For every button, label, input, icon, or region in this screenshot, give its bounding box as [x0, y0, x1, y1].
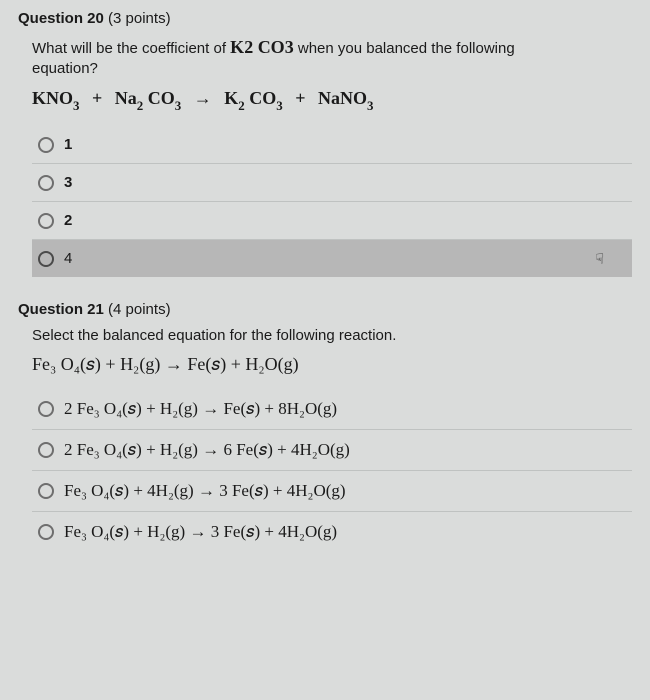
- question-20-options: 1 3 2 4 ☟: [32, 126, 632, 277]
- question-21-header: Question 21 (4 points): [18, 301, 632, 318]
- option-label: Fe₃ O₄(𝑠) + H₂(g) → 3 Fe(𝑠) + 4H₂O(g): [64, 522, 337, 542]
- option-b[interactable]: 2 Fe₃ O₄(𝑠) + H₂(g) → 6 Fe(𝑠) + 4H₂O(g): [32, 430, 632, 471]
- option-4[interactable]: 4 ☟: [32, 240, 632, 277]
- question-21-number: Question 21: [18, 301, 108, 318]
- option-label: 2: [64, 212, 72, 229]
- question-21: Question 21 (4 points) Select the balanc…: [18, 301, 632, 552]
- question-21-prompt: Select the balanced equation for the fol…: [32, 326, 632, 346]
- option-d[interactable]: Fe₃ O₄(𝑠) + H₂(g) → 3 Fe(𝑠) + 4H₂O(g): [32, 512, 632, 552]
- question-20: Question 20 (3 points) What will be the …: [18, 10, 632, 277]
- radio-icon: [38, 524, 54, 540]
- radio-icon: [38, 401, 54, 417]
- prompt-compound: K2 CO3: [230, 37, 294, 57]
- question-20-equation: KNO3 + Na2 CO3 → K2 CO3 + NaNO3: [32, 88, 632, 113]
- question-20-body: What will be the coefficient of K2 CO3 w…: [18, 35, 632, 277]
- question-20-header: Question 20 (3 points): [18, 10, 632, 27]
- radio-icon: [38, 442, 54, 458]
- option-label: 2 Fe₃ O₄(𝑠) + H₂(g) → 6 Fe(𝑠) + 4H₂O(g): [64, 440, 350, 460]
- option-label: 4: [64, 250, 72, 267]
- option-a[interactable]: 2 Fe₃ O₄(𝑠) + H₂(g) → Fe(𝑠) + 8H₂O(g): [32, 389, 632, 430]
- question-20-prompt: What will be the coefficient of K2 CO3 w…: [32, 35, 632, 80]
- question-20-number: Question 20: [18, 10, 108, 27]
- option-label: 3: [64, 174, 72, 191]
- radio-icon: [38, 137, 54, 153]
- option-label: 1: [64, 136, 72, 153]
- cursor-icon: ☟: [595, 250, 604, 267]
- option-c[interactable]: Fe₃ O₄(𝑠) + 4H₂(g) → 3 Fe(𝑠) + 4H₂O(g): [32, 471, 632, 512]
- option-label: 2 Fe₃ O₄(𝑠) + H₂(g) → Fe(𝑠) + 8H₂O(g): [64, 399, 337, 419]
- radio-icon: [38, 175, 54, 191]
- option-label: Fe₃ O₄(𝑠) + 4H₂(g) → 3 Fe(𝑠) + 4H₂O(g): [64, 481, 346, 501]
- radio-icon: [38, 251, 54, 267]
- question-21-options: 2 Fe₃ O₄(𝑠) + H₂(g) → Fe(𝑠) + 8H₂O(g) 2 …: [32, 389, 632, 552]
- radio-icon: [38, 483, 54, 499]
- question-21-points: (4 points): [108, 301, 171, 318]
- option-1[interactable]: 1: [32, 126, 632, 164]
- question-21-body: Select the balanced equation for the fol…: [18, 326, 632, 552]
- radio-icon: [38, 213, 54, 229]
- question-21-equation: Fe₃ O₄(𝑠) + H₂(g) → Fe(𝑠) + H₂O(g): [32, 354, 632, 375]
- option-3[interactable]: 3: [32, 164, 632, 202]
- question-20-points: (3 points): [108, 10, 171, 27]
- option-2[interactable]: 2: [32, 202, 632, 240]
